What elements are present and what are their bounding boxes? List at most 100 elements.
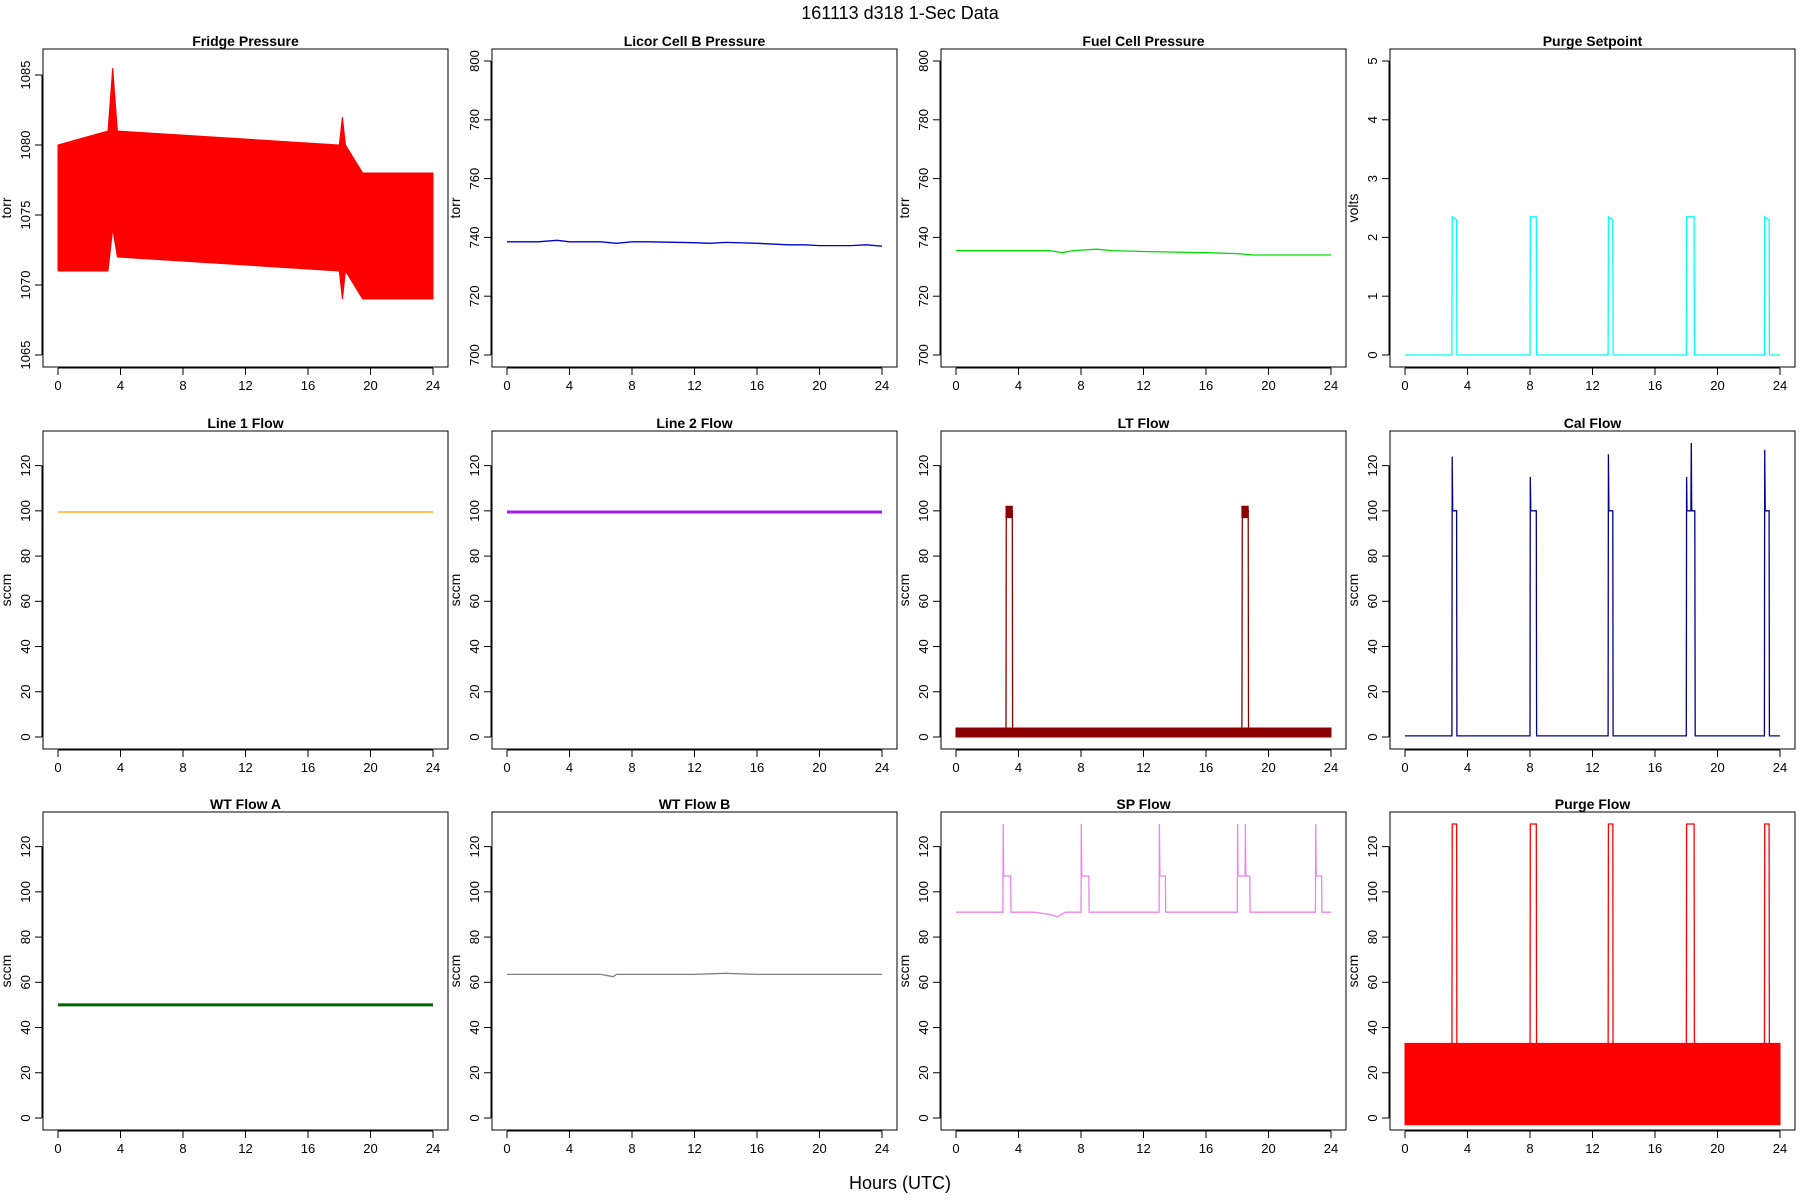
- y-tick-label: 100: [467, 881, 482, 903]
- x-tick-label: 8: [1526, 1141, 1533, 1156]
- x-tick-label: 16: [1648, 760, 1662, 775]
- plot-area: [1405, 442, 1780, 737]
- y-tick-label: 100: [1365, 500, 1380, 522]
- plot-area: [57, 67, 434, 300]
- series-line: [1405, 823, 1780, 1085]
- x-tick-label: 12: [238, 760, 252, 775]
- y-tick-label: 780: [916, 109, 931, 131]
- y-tick-label: 2: [1365, 234, 1380, 241]
- y-tick-label: 20: [1365, 685, 1380, 699]
- plot-frame: [1389, 430, 1796, 750]
- y-axis-label: sccm: [447, 574, 463, 607]
- x-tick-label: 8: [1077, 1141, 1084, 1156]
- x-tick-label: 12: [1136, 378, 1150, 393]
- x-tick-label: 0: [54, 1141, 61, 1156]
- x-tick-label: 0: [54, 378, 61, 393]
- y-tick-label: 120: [18, 836, 33, 858]
- y-tick-label: 740: [916, 227, 931, 249]
- y-tick-label: 60: [18, 594, 33, 608]
- x-tick-label: 4: [566, 378, 573, 393]
- panel-title: LT Flow: [1118, 415, 1170, 431]
- x-tick-label: 16: [301, 760, 315, 775]
- plot-frame: [491, 48, 898, 368]
- y-tick-label: 20: [18, 1066, 33, 1080]
- y-tick-label: 40: [18, 639, 33, 653]
- x-tick-label: 24: [875, 1141, 889, 1156]
- x-tick-label: 0: [952, 378, 959, 393]
- y-tick-label: 100: [916, 881, 931, 903]
- plot-frame: [42, 430, 449, 750]
- x-tick-label: 24: [1773, 760, 1787, 775]
- x-tick-label: 12: [1585, 760, 1599, 775]
- plot-frame: [42, 811, 449, 1131]
- series-band: [57, 67, 434, 300]
- y-axis-label: torr: [447, 197, 463, 218]
- y-tick-label: 120: [467, 455, 482, 477]
- y-tick-label: 40: [916, 1020, 931, 1034]
- panel-title: WT Flow B: [659, 796, 731, 812]
- x-tick-label: 4: [1464, 760, 1471, 775]
- y-tick-label: 1070: [18, 271, 33, 300]
- x-tick-label: 8: [1077, 760, 1084, 775]
- y-tick-label: 800: [467, 50, 482, 72]
- x-tick-label: 24: [1773, 378, 1787, 393]
- x-tick-label: 12: [687, 760, 701, 775]
- series-line: [507, 239, 883, 247]
- panel-title: Purge Setpoint: [1543, 33, 1643, 49]
- x-tick-label: 4: [1015, 760, 1022, 775]
- y-tick-label: 3: [1365, 175, 1380, 182]
- x-tick-label: 12: [687, 1141, 701, 1156]
- y-tick-label: 60: [18, 975, 33, 989]
- y-tick-label: 80: [916, 549, 931, 563]
- plot-frame: [1389, 48, 1796, 368]
- x-tick-label: 24: [426, 760, 440, 775]
- y-tick-label: 700: [916, 344, 931, 366]
- x-tick-label: 8: [1077, 378, 1084, 393]
- y-tick-label: 80: [1365, 549, 1380, 563]
- y-tick-label: 5: [1365, 57, 1380, 64]
- x-tick-label: 24: [426, 1141, 440, 1156]
- y-tick-label: 0: [1365, 1114, 1380, 1121]
- y-tick-label: 120: [916, 836, 931, 858]
- x-tick-label: 24: [1773, 1141, 1787, 1156]
- x-tick-label: 12: [238, 378, 252, 393]
- y-tick-label: 760: [916, 168, 931, 190]
- series-line: [956, 248, 1331, 256]
- x-tick-label: 12: [1585, 1141, 1599, 1156]
- y-tick-label: 80: [916, 930, 931, 944]
- y-tick-label: 40: [18, 1020, 33, 1034]
- x-tick-label: 0: [54, 760, 61, 775]
- y-tick-label: 120: [1365, 836, 1380, 858]
- y-tick-label: 60: [1365, 594, 1380, 608]
- y-tick-label: 800: [916, 50, 931, 72]
- x-tick-label: 8: [1526, 378, 1533, 393]
- x-tick-label: 0: [503, 760, 510, 775]
- y-tick-label: 100: [18, 500, 33, 522]
- x-tick-label: 16: [1648, 378, 1662, 393]
- x-tick-label: 20: [1261, 760, 1275, 775]
- y-tick-label: 20: [18, 685, 33, 699]
- y-tick-label: 700: [467, 344, 482, 366]
- x-tick-label: 4: [566, 1141, 573, 1156]
- x-tick-label: 0: [503, 378, 510, 393]
- y-tick-label: 40: [1365, 1020, 1380, 1034]
- x-tick-label: 8: [179, 1141, 186, 1156]
- x-tick-label: 20: [363, 760, 377, 775]
- y-tick-label: 20: [916, 685, 931, 699]
- x-tick-label: 20: [363, 378, 377, 393]
- x-tick-label: 8: [179, 760, 186, 775]
- y-axis-label: sccm: [447, 955, 463, 988]
- panel-title: WT Flow A: [210, 796, 281, 812]
- y-tick-label: 60: [467, 975, 482, 989]
- y-axis-label: sccm: [896, 955, 912, 988]
- chart-panel: Line 2 Flow 0 4 8 12 16 20 24 0 20 40 60 80 100 120 scc…: [447, 415, 898, 775]
- x-tick-label: 16: [1648, 1141, 1662, 1156]
- y-tick-label: 60: [1365, 975, 1380, 989]
- plot-frame: [940, 48, 1347, 368]
- y-tick-label: 60: [467, 594, 482, 608]
- y-tick-label: 0: [1365, 733, 1380, 740]
- x-axis-label: Hours (UTC): [849, 1173, 951, 1193]
- panel-title: Fuel Cell Pressure: [1082, 33, 1204, 49]
- y-tick-label: 0: [1365, 351, 1380, 358]
- chart-panel: WT Flow A 0 4 8 12 16 20 24 0 20 40 60 80 100 120 sccm: [0, 796, 449, 1156]
